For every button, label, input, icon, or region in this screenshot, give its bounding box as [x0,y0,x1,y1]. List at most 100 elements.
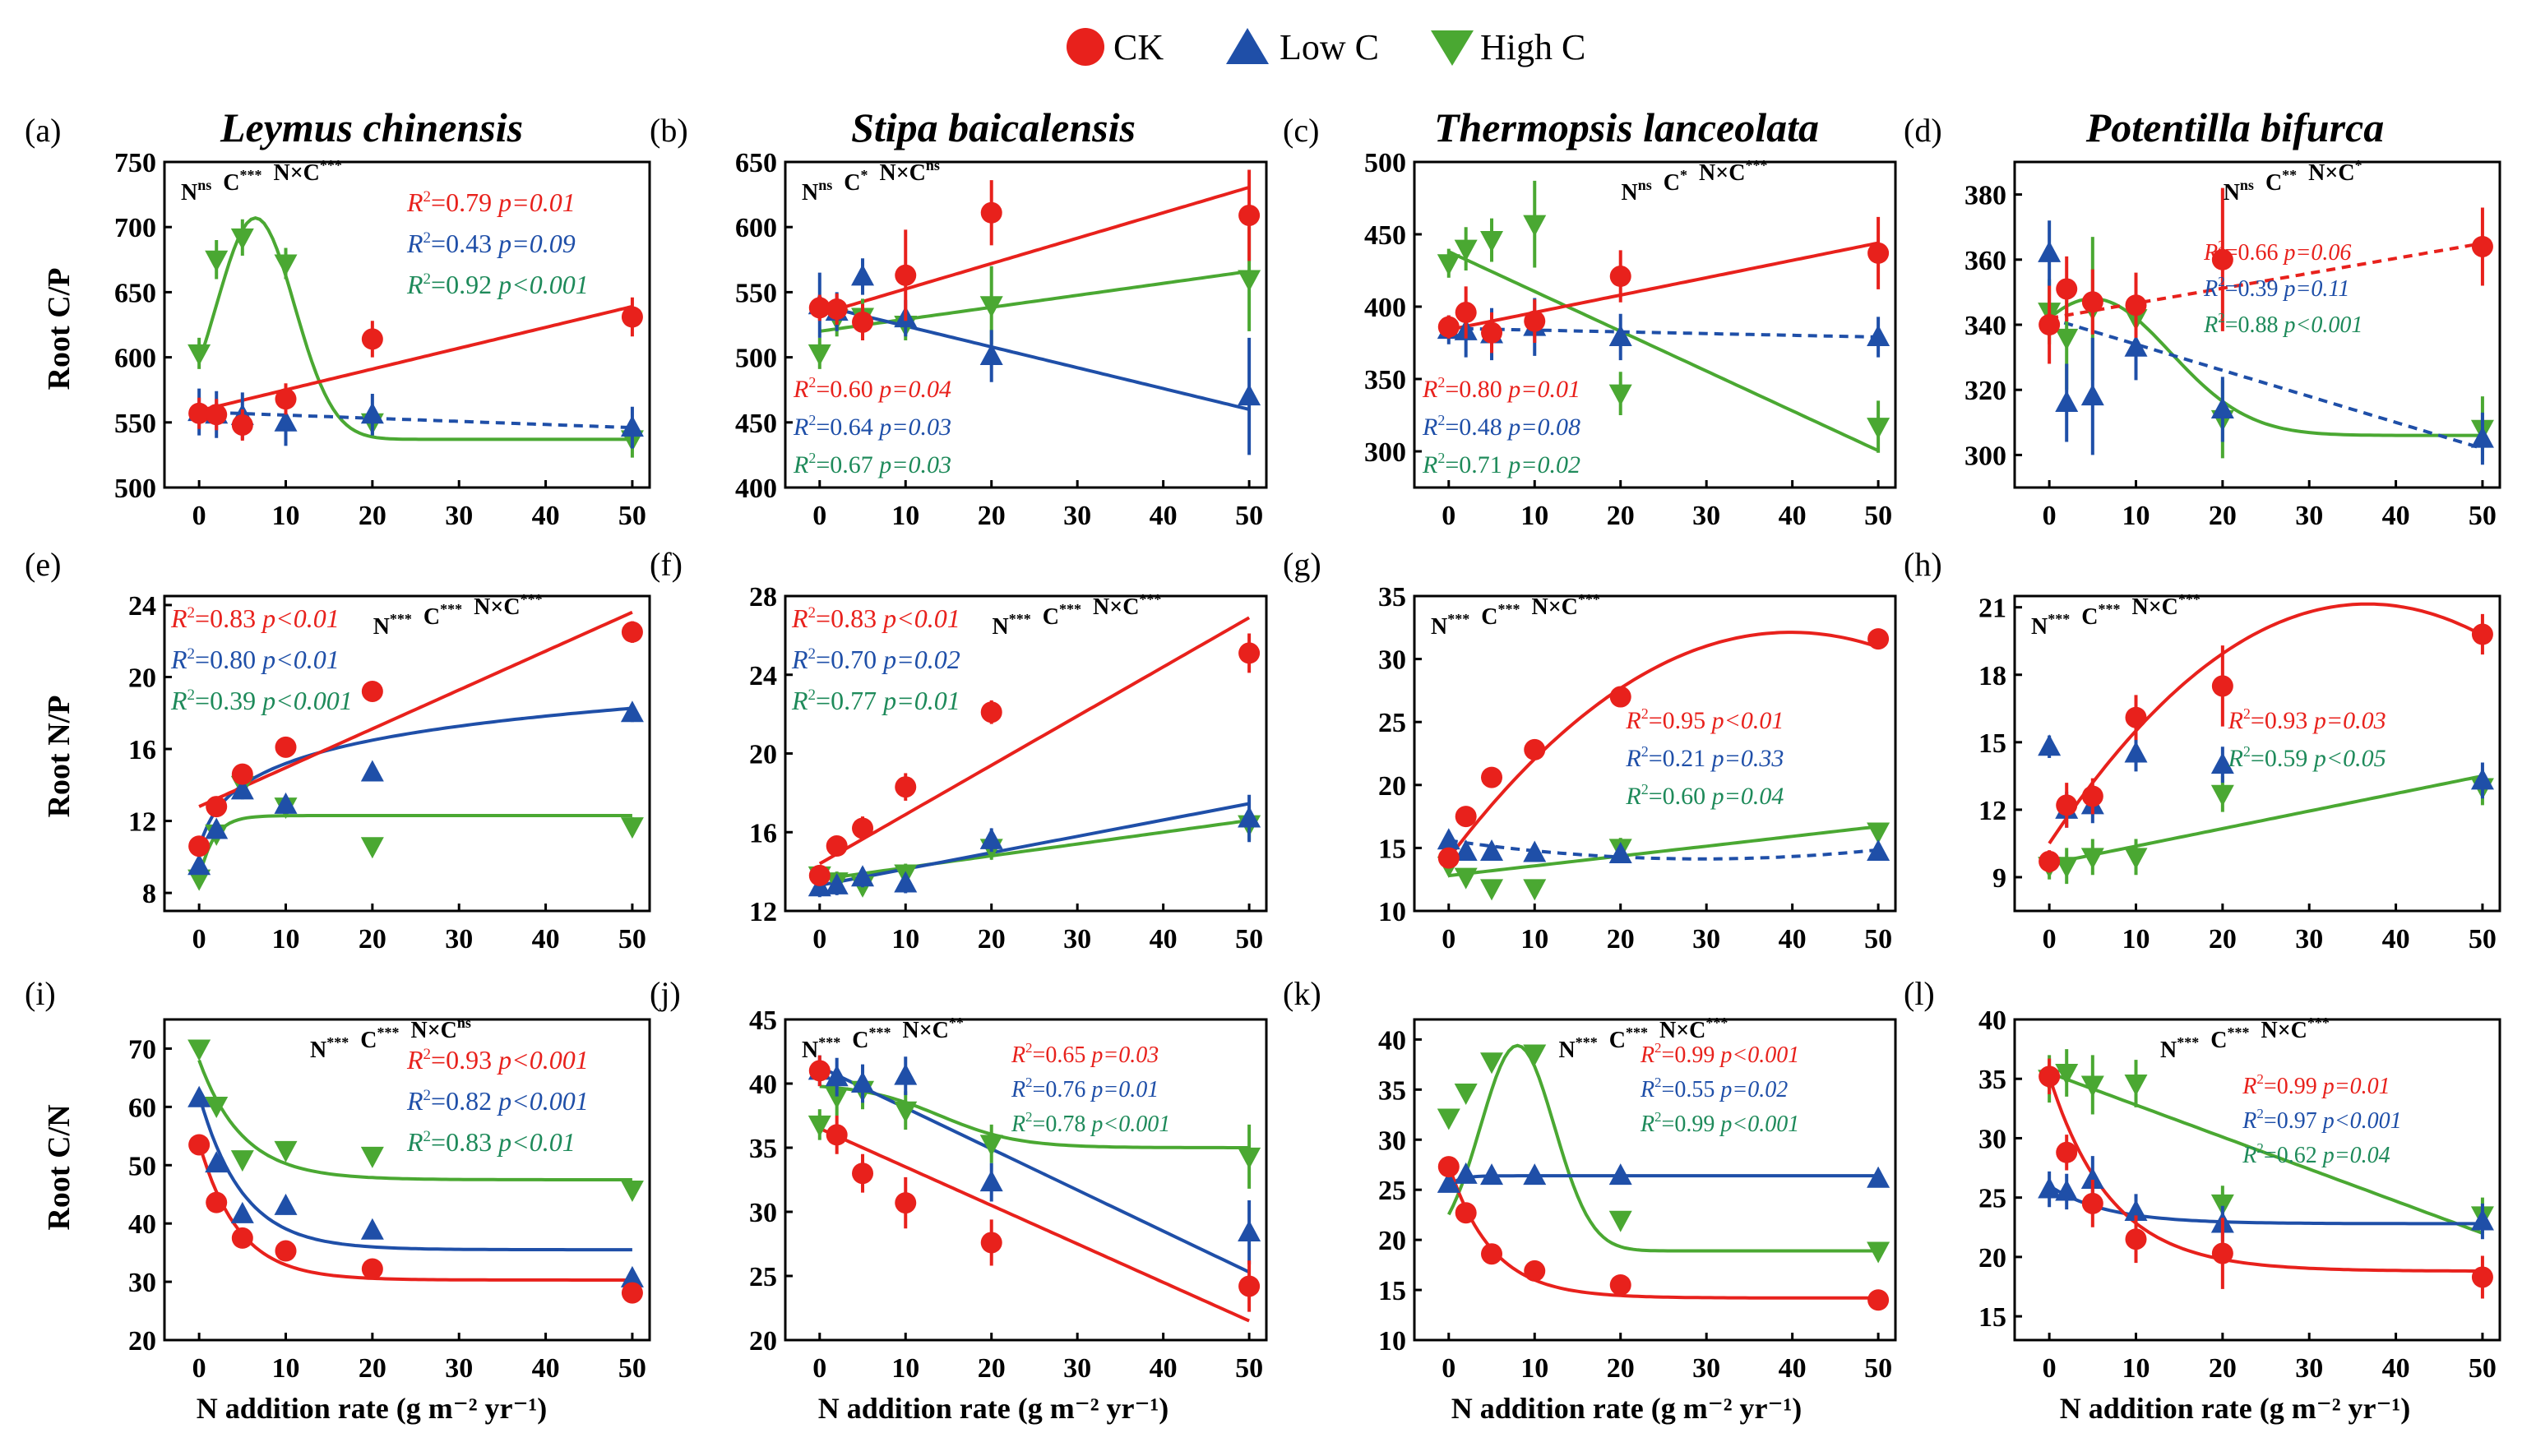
r2-exponent: 2 [1437,450,1445,466]
low-c-point [979,1170,1003,1192]
ck-point [2056,278,2078,300]
axes-frame [163,594,651,913]
xlabel-col-4: N addition rate (g m⁻² yr⁻¹) [2060,1392,2411,1425]
r2-symbol: R [406,270,423,299]
ck-point [1455,1202,1477,1224]
fit-line-high-c [197,1059,632,1181]
low-c-point [230,1201,254,1223]
fit-line-ck [2048,1075,2483,1273]
high-c-point [1480,231,1504,253]
axes-frame [163,160,651,489]
low-c-point [1238,384,1261,406]
low-c-point [1437,828,1460,850]
sig-level: *** [1578,591,1600,608]
y-tick-label: 450 [735,409,777,439]
ck-point [1437,1156,1460,1178]
ck-point [2211,675,2233,697]
ck-point [1437,316,1460,338]
sig-term: C [2081,604,2098,630]
significance-annotation: Nns C** N×C* [2224,157,2362,206]
axes-frame [1413,1018,1897,1342]
ck-point [895,776,917,798]
high-c-point [2055,857,2079,879]
r2-value: =0.97 [2264,1108,2323,1134]
r2-exponent: 2 [423,270,432,288]
sig-level: *** [1497,601,1520,617]
r2-value: =0.88 [2225,312,2284,338]
fit-line-ck [819,185,1250,317]
ck-point [2039,1065,2061,1088]
sig-term: N [181,180,197,206]
y-tick-label: 450 [1364,220,1406,251]
y-tick-label: 21 [1978,594,2006,624]
r2-exponent: 2 [1025,1075,1033,1090]
r2-symbol: R [1640,1077,1654,1102]
low-c-point [1523,1163,1547,1186]
x-tick-label: 0 [1442,924,1455,954]
ck-point [1437,847,1460,869]
fit-lines [819,185,1250,411]
ck-point [621,306,643,328]
low-c-point [1608,842,1632,864]
x-tick-label: 10 [272,501,300,531]
ck-point [1238,642,1261,664]
ck-point [1481,766,1503,788]
low-c-point [1437,1171,1460,1193]
y-tick-label: 10 [1378,897,1406,927]
p-value: p=0.04 [1710,783,1784,810]
sig-term: N [310,1038,326,1063]
y-tick-label: 35 [1378,582,1406,612]
legend-low-label: Low C [1280,27,1379,67]
x-tick-label: 10 [2122,1353,2150,1384]
fit-lines [2048,602,2483,866]
x-tick-label: 40 [1150,501,1178,531]
axes-frame [2013,594,2501,913]
y-tick-label: 20 [1978,1243,2006,1273]
low-c-point [1480,1163,1504,1186]
low-c-point [851,865,875,887]
x-tick-label: 0 [2043,501,2057,531]
y-tick-label: 24 [749,661,777,691]
x-tick-label: 30 [1063,924,1091,954]
r2-value: =0.83 [816,603,883,633]
significance-annotation: N*** C*** N×C*** [1431,591,1600,640]
y-tick-label: 40 [1378,1025,1406,1056]
r2-value: =0.66 [2225,240,2284,266]
high-c-point [1608,384,1632,406]
regression-stats: R2=0.64 p=0.03 [793,412,951,441]
ck-point [361,1258,383,1280]
high-c-point [825,1087,849,1109]
high-c-point [1238,1147,1261,1169]
sig-level: ns [1638,177,1652,193]
significance-annotation: Nns C*** N×C*** [181,157,342,206]
p-value: p<0.001 [1719,1112,1799,1137]
low-c-point [894,871,918,893]
high-c-point [1523,1044,1547,1066]
r2-exponent: 2 [808,374,816,391]
r2-exponent: 2 [1025,1040,1033,1056]
low-c-point [2055,391,2079,413]
r2-value: =0.21 [1649,745,1712,772]
x-tick-label: 40 [2382,1353,2410,1384]
low-c-point [620,415,644,437]
high-c-point [1867,418,1890,440]
r2-symbol: R [1011,1042,1025,1068]
r2-symbol: R [1011,1077,1025,1102]
sig-term: N [1431,614,1447,640]
regression-stats: R2=0.78 p<0.001 [1011,1109,1170,1137]
ck-point [188,1134,211,1156]
r2-exponent: 2 [2256,1071,2264,1087]
fit-lines [1447,241,1879,452]
high-c-point [1480,879,1504,901]
low-c-point [274,409,298,432]
fit-line-ck [198,610,633,808]
ck-point [206,796,228,818]
y-tick-label: 12 [1978,796,2006,826]
high-c-point [1867,822,1890,844]
regression-stats: R2=0.95 p<0.01 [1625,705,1784,734]
x-tick-label: 0 [812,501,826,531]
significance-annotation: N*** C*** N×C*** [993,591,1162,640]
ck-point [2471,235,2493,257]
y-tick-label: 300 [1964,441,2006,471]
